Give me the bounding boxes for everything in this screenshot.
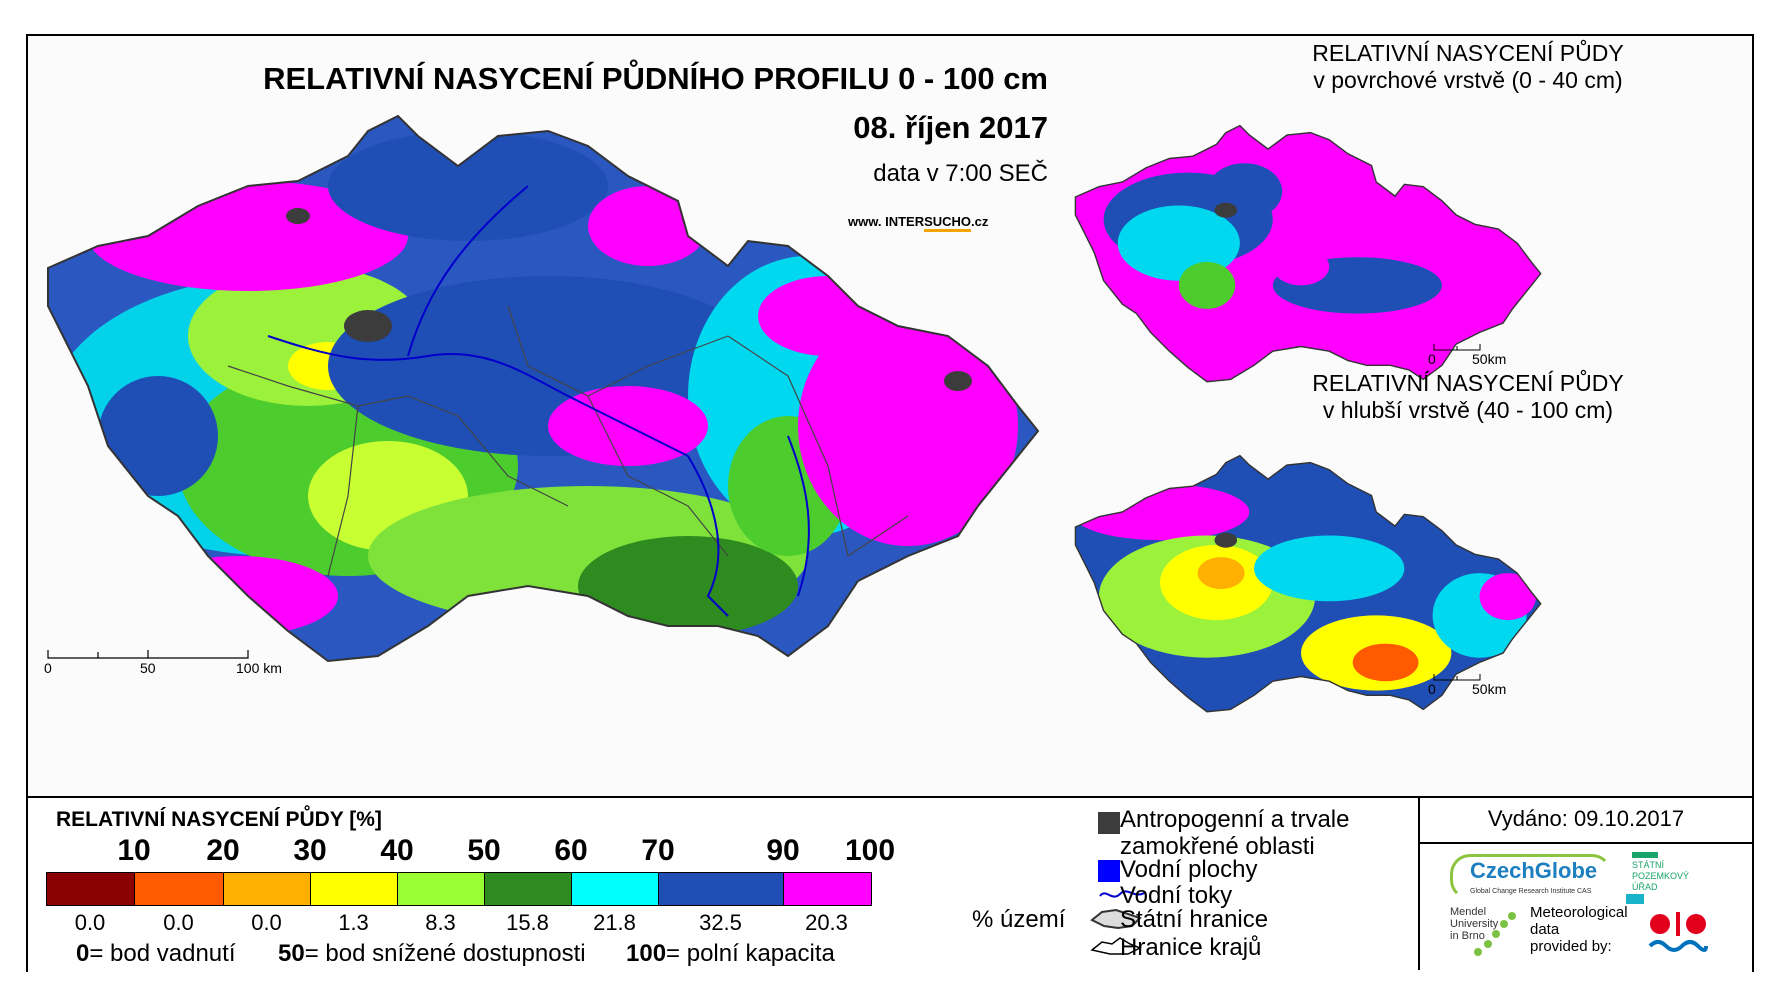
legend-color-bar <box>46 872 872 906</box>
symbol-water-bodies: Vodní plochy <box>1120 856 1258 883</box>
legend-class-share: 15.8 <box>506 910 549 935</box>
legend-threshold: 100 <box>844 834 896 867</box>
symbol-rivers: Vodní toky <box>1120 882 1233 909</box>
inset-bottom-scalebar: 0 50km <box>1428 674 1506 697</box>
inset-top-title-line1: RELATIVNÍ NASYCENÍ PŮDY <box>1312 40 1624 66</box>
legend-threshold: 50 <box>467 834 501 867</box>
legend-class-share: 1.3 <box>338 910 369 935</box>
chmi-logo-icon <box>1648 912 1708 952</box>
symbol-state-border: Státní hranice <box>1120 906 1269 933</box>
main-map-date: 08. říjen 2017 <box>853 110 1048 145</box>
legend-divider <box>1418 798 1420 970</box>
legend-threshold: 10 <box>117 834 151 867</box>
legend-class-share: 20.3 <box>805 910 848 935</box>
legend-class-swatch <box>47 873 135 905</box>
symbol-anthropogenic: Antropogenní a trvale zamokřené oblasti <box>1120 806 1350 860</box>
legend-threshold: 40 <box>380 834 414 867</box>
website-link[interactable]: www. INTERSUCHO.cz <box>848 214 989 232</box>
legend-panel: RELATIVNÍ NASYCENÍ PŮDY [%] 10 20 30 40 50 60… <box>28 796 1752 972</box>
legend-class-swatch <box>135 873 224 905</box>
inset-top-title-line2: v povrchové vrstvě (0 - 40 cm) <box>1313 67 1623 93</box>
legend-class-swatch <box>224 873 311 905</box>
legend-share-unit: % území <box>972 906 1066 933</box>
inset-bottom-title-line1: RELATIVNÍ NASYCENÍ PŮDY <box>1312 370 1624 396</box>
water-body-swatch <box>1098 860 1120 882</box>
legend-note-reduced: 50= bod snížené dostupnosti <box>278 940 586 967</box>
main-scale-tick-0: 0 <box>44 660 52 676</box>
main-scalebar: 0 50 100 km <box>44 650 282 676</box>
inset-top-map <box>1074 124 1542 383</box>
inset-bottom-map <box>1074 454 1542 713</box>
maps-svg: 0 50 100 km <box>44 115 1542 713</box>
legend-class-swatch <box>311 873 398 905</box>
legend-class-share: 32.5 <box>699 910 742 935</box>
inset-bottom-title: RELATIVNÍ NASYCENÍ PŮDY v hlubší vrstvě … <box>1208 370 1728 424</box>
anthropogenic-area-swatch <box>1098 812 1120 834</box>
main-scale-tick-50: 50 <box>140 660 156 676</box>
river-line-icon <box>1099 890 1147 898</box>
inset-bottom-scale-0: 0 <box>1428 681 1436 697</box>
legend-note-capacity: 100= polní kapacita <box>626 940 835 967</box>
legend-threshold: 20 <box>206 834 240 867</box>
legend-class-share: 0.0 <box>251 910 282 935</box>
spu-logo: STÁTNÍ POZEMKOVÝ ÚŘAD <box>1632 852 1689 893</box>
legend-class-share: 21.8 <box>593 910 636 935</box>
issued-date: Vydáno: 09.10.2017 <box>1487 806 1685 831</box>
main-scale-tick-100: 100 km <box>236 660 282 676</box>
inset-bottom-title-line2: v hlubší vrstvě (40 - 100 cm) <box>1322 397 1614 423</box>
legend-class-swatch <box>784 873 871 905</box>
main-map-time-note: data v 7:00 SEČ <box>873 160 1048 187</box>
legend-class-share: 8.3 <box>425 910 456 935</box>
inset-top-scalebar: 0 50km <box>1428 344 1506 367</box>
website-highlight: SUCHO <box>924 214 972 232</box>
legend-note-wilting: 0= bod vadnutí <box>76 940 236 967</box>
state-border-icon <box>1090 908 1142 930</box>
legend-class-swatch <box>572 873 659 905</box>
legend-class-swatch <box>659 873 784 905</box>
inset-top-scale-50: 50km <box>1472 351 1506 367</box>
legend-title: RELATIVNÍ NASYCENÍ PŮDY [%] <box>56 808 382 831</box>
legend-class-share: 0.0 <box>163 910 194 935</box>
inset-bottom-scale-50: 50km <box>1472 681 1506 697</box>
legend-threshold: 60 <box>554 834 588 867</box>
spu-logo-mark <box>1626 894 1644 904</box>
inset-top-title: RELATIVNÍ NASYCENÍ PŮDY v povrchové vrst… <box>1208 40 1728 94</box>
main-map-title: RELATIVNÍ NASYCENÍ PŮDNÍHO PROFILU 0 - 1… <box>263 61 1048 96</box>
legend-threshold: 30 <box>293 834 327 867</box>
map-frame: 0 50 100 km <box>26 34 1754 972</box>
mendel-logo: Mendel University in Brno <box>1450 906 1499 942</box>
website-prefix: www. INTER <box>848 214 925 229</box>
symbol-region-border: Hranice krajů <box>1120 934 1262 961</box>
czechglobe-subtitle: Global Change Research Institute CAS <box>1470 888 1592 895</box>
website-suffix: .cz <box>971 214 989 229</box>
main-map <box>47 115 1039 662</box>
meteo-credit: Meteorological data provided by: <box>1530 904 1628 955</box>
legend-threshold: 70 <box>641 834 675 867</box>
inset-top-scale-0: 0 <box>1428 351 1436 367</box>
legend-class-swatch <box>398 873 485 905</box>
czechglobe-logo: CzechGlobe <box>1450 854 1612 900</box>
legend-class-share: 0.0 <box>74 910 106 935</box>
mendel-dots-icon <box>1474 912 1516 956</box>
map-area: 0 50 100 km <box>28 36 1752 796</box>
logos-panel: CzechGlobe Global Change Research Instit… <box>1420 844 1752 970</box>
issued-box: Vydáno: 09.10.2017 <box>1420 798 1752 844</box>
legend-threshold: 90 <box>766 834 800 867</box>
legend-class-swatch <box>485 873 572 905</box>
region-border-icon <box>1090 937 1142 955</box>
